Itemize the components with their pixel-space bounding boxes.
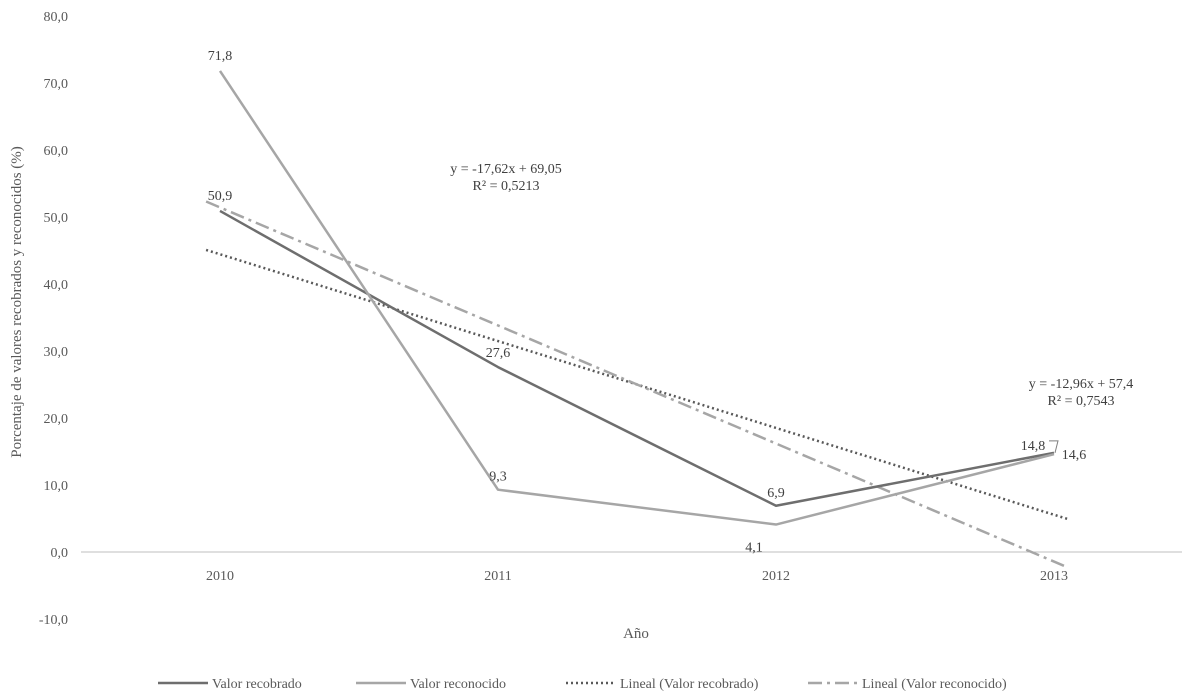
data-label: 14,8 <box>1021 439 1046 454</box>
legend-item: Valor recobrado <box>158 677 302 692</box>
y-tick-label: 20,0 <box>44 412 69 427</box>
data-label: 50,9 <box>208 189 233 204</box>
y-tick-label: 40,0 <box>44 278 69 293</box>
x-tick-label: 2013 <box>1040 569 1068 584</box>
y-axis-title: Porcentaje de valores recobrados y recon… <box>9 146 25 458</box>
y-tick-label: 60,0 <box>44 144 69 159</box>
data-label: 4,1 <box>745 541 763 556</box>
x-axis: 2010 2011 2012 2013 <box>81 551 1182 584</box>
trendline-equation: y = -17,62x + 69,05 <box>450 162 561 177</box>
series-line <box>218 70 1055 526</box>
y-tick-label: 10,0 <box>44 479 69 494</box>
y-tick-label: 30,0 <box>44 345 69 360</box>
data-label: 71,8 <box>208 49 233 64</box>
x-axis-title: Año <box>623 626 649 642</box>
y-tick-label: -10,0 <box>39 613 68 628</box>
trendlines <box>205 200 1069 569</box>
trendline-r-squared: R² = 0,7543 <box>1048 394 1115 409</box>
trendline <box>205 200 1069 569</box>
y-tick-label: 80,0 <box>44 10 69 25</box>
legend-item: Lineal (Valor reconocido) <box>808 677 1007 692</box>
y-tick-label: 0,0 <box>51 546 69 561</box>
trendline-equations: y = -12,96x + 57,4 R² = 0,7543 y = -17,62x… <box>450 162 1133 409</box>
y-tick-label: 50,0 <box>44 211 69 226</box>
x-tick-label: 2012 <box>762 569 790 584</box>
data-label: 14,6 <box>1062 448 1087 463</box>
data-labels: 50,9 27,6 6,9 14,8 71,8 9,3 4,1 14,6 <box>208 49 1087 556</box>
x-tick-label: 2011 <box>484 569 511 584</box>
data-series <box>218 70 1055 526</box>
legend-label: Valor recobrado <box>212 677 302 692</box>
legend: Valor recobrado Valor reconocido Lineal (V… <box>158 677 1007 692</box>
data-label: 6,9 <box>767 486 785 501</box>
legend-label: Lineal (Valor recobrado) <box>620 677 759 692</box>
legend-label: Lineal (Valor reconocido) <box>862 677 1007 692</box>
legend-item: Lineal (Valor recobrado) <box>566 677 759 692</box>
label-leader-line <box>1049 440 1059 453</box>
data-label: 27,6 <box>486 346 511 361</box>
x-tick-label: 2010 <box>206 569 234 584</box>
legend-label: Valor reconocido <box>410 677 506 692</box>
data-label: 9,3 <box>489 470 507 485</box>
trendline-equation: y = -12,96x + 57,4 <box>1029 377 1133 392</box>
legend-item: Valor reconocido <box>356 677 506 692</box>
y-axis-ticks: -10,0 0,0 10,0 20,0 30,0 40,0 50,0 60,0 70,0 80,0 <box>39 10 68 628</box>
y-tick-label: 70,0 <box>44 77 69 92</box>
trendline-r-squared: R² = 0,5213 <box>473 179 540 194</box>
series-line <box>219 209 1055 508</box>
